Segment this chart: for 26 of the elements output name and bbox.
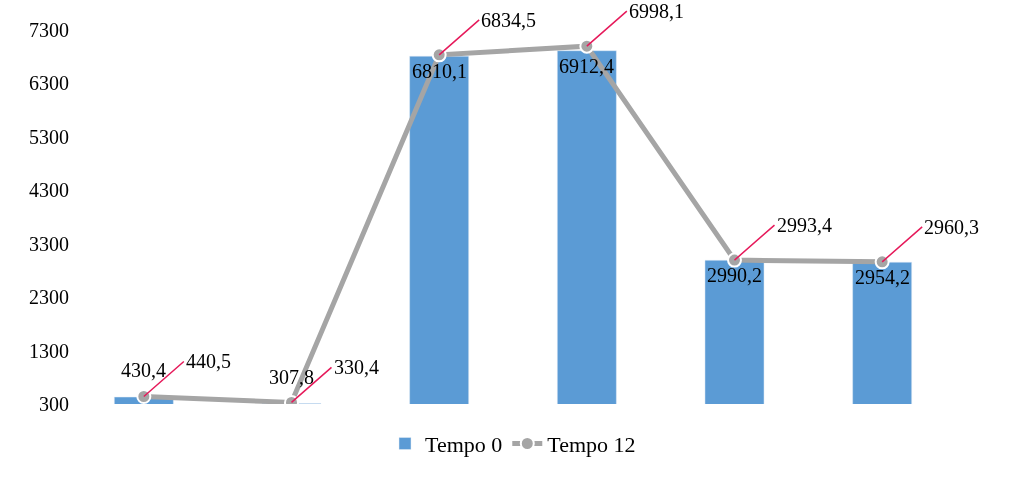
data-label: 2954,2: [855, 266, 910, 288]
point: [431, 47, 447, 63]
point: [727, 252, 742, 268]
y-tick-label: 4300: [29, 179, 69, 202]
data-label: 440,5: [186, 350, 231, 372]
data-label: 6912,4: [559, 55, 614, 77]
y-tick-label: 7300: [29, 19, 69, 41]
y-tick-label: 3300: [29, 232, 69, 255]
y-tick-label: 5300: [29, 125, 69, 148]
legend-label: Tempo 12: [547, 432, 636, 458]
data-label: 307,8: [269, 366, 314, 388]
data-label: 330,4: [334, 356, 379, 378]
point: [579, 38, 595, 54]
data-label: 2960,3: [924, 216, 979, 238]
data-label: 6810,1: [412, 60, 467, 82]
y-tick-label: 1300: [29, 339, 69, 362]
data-label: 2990,2: [707, 264, 762, 286]
y-tick-label: 2300: [29, 286, 69, 309]
data-label: 430,4: [121, 359, 166, 381]
data-label: 6998,1: [629, 0, 684, 22]
data-label: 2993,4: [777, 214, 832, 236]
legend-label: Tempo 0: [425, 432, 503, 458]
y-tick-label: 6300: [29, 72, 69, 95]
data-label: 6834,5: [481, 9, 536, 31]
point: [874, 254, 890, 270]
y-tick-label: 300: [39, 393, 69, 415]
